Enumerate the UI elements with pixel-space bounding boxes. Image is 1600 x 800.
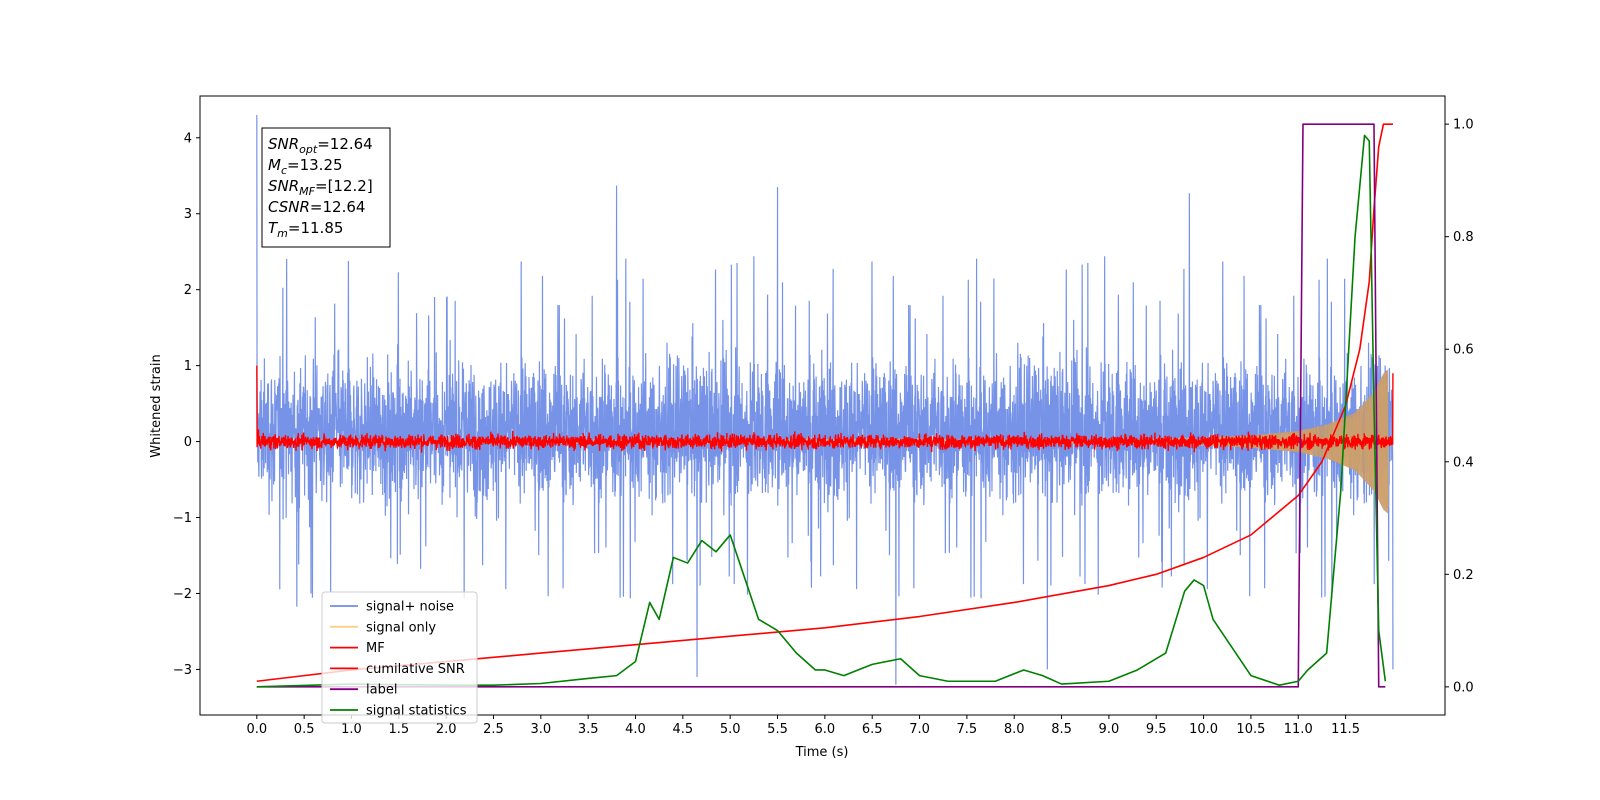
x-tick-label: 2.0 <box>436 722 457 737</box>
annotation-line: CSNR=12.64 <box>268 198 365 216</box>
legend-label: signal only <box>366 620 436 635</box>
annotation-line: SNRMF=[12.2] <box>268 177 373 198</box>
x-tick-label: 10.0 <box>1189 722 1218 737</box>
y2-tick-label: 1.0 <box>1453 118 1474 133</box>
x-tick-label: 0.5 <box>294 722 315 737</box>
x-tick-label: 4.0 <box>625 722 646 737</box>
x-tick-label: 6.0 <box>815 722 836 737</box>
x-tick-label: 4.5 <box>673 722 694 737</box>
y2-tick-label: 0.6 <box>1453 343 1474 358</box>
x-tick-label: 5.5 <box>767 722 788 737</box>
y-axis-right: 1.0 0.8 0.6 0.4 0.2 0.0 <box>1445 118 1474 695</box>
y-axis-label: Whitened strain <box>149 354 164 457</box>
x-tick-label: 7.5 <box>957 722 978 737</box>
x-tick-label: 1.0 <box>341 722 362 737</box>
x-tick-label: 7.0 <box>909 722 930 737</box>
annotation-box: SNRopt=12.64Mc=13.25SNRMF=[12.2]CSNR=12.… <box>261 127 391 248</box>
legend-label: cumilative SNR <box>366 662 465 677</box>
y-tick-label: 3 <box>184 207 192 222</box>
x-tick-label: 0.0 <box>246 722 267 737</box>
series-signal-statistics <box>256 134 1387 688</box>
series-mf <box>256 365 1394 453</box>
x-axis: 0.0 0.5 1.0 1.5 2.0 2.5 3.0 3.5 4.0 4.5 5.0 5.5 6.0 6… <box>246 715 1360 737</box>
x-tick-label: 8.0 <box>1004 722 1025 737</box>
series-label <box>256 123 1386 688</box>
y-tick-label: 2 <box>184 283 192 298</box>
y-axis-left: 4 3 2 1 0 −1 −2 −3 <box>173 131 200 678</box>
x-tick-label: 11.5 <box>1331 722 1360 737</box>
annotation-line: Tm=11.85 <box>268 219 343 240</box>
series-signal-noise <box>256 114 1394 685</box>
x-tick-label: 9.0 <box>1099 722 1120 737</box>
y-tick-label: 4 <box>184 131 192 146</box>
y2-tick-label: 0.4 <box>1453 455 1474 470</box>
y-tick-label: −1 <box>173 511 192 526</box>
x-tick-label: 8.5 <box>1051 722 1072 737</box>
series-layer <box>256 114 1394 688</box>
plot-frame <box>199 95 1446 716</box>
y-tick-label: −2 <box>173 587 192 602</box>
legend: signal+ noise signal only MF cumilative SNR… <box>321 591 478 724</box>
annotation-line: Mc=13.25 <box>268 156 343 177</box>
x-tick-label: 3.5 <box>578 722 599 737</box>
y-tick-label: −3 <box>173 663 192 678</box>
x-tick-label: 11.0 <box>1284 722 1313 737</box>
x-axis-label: Time (s) <box>795 745 849 760</box>
annotation-line: SNRopt=12.64 <box>268 135 373 156</box>
legend-label: MF <box>366 641 385 656</box>
x-tick-label: 3.0 <box>530 722 551 737</box>
y-tick-label: 1 <box>184 359 192 374</box>
legend-label: signal+ noise <box>366 600 454 615</box>
x-tick-label: 9.5 <box>1146 722 1167 737</box>
y2-tick-label: 0.0 <box>1453 680 1474 695</box>
y2-tick-label: 0.2 <box>1453 568 1474 583</box>
legend-label: signal statistics <box>366 704 467 719</box>
x-tick-label: 6.5 <box>862 722 883 737</box>
x-tick-label: 10.5 <box>1236 722 1265 737</box>
x-tick-label: 2.5 <box>483 722 504 737</box>
y2-tick-label: 0.8 <box>1453 230 1474 245</box>
x-tick-label: 5.0 <box>720 722 741 737</box>
legend-label: label <box>366 683 397 698</box>
y-tick-label: 0 <box>184 435 192 450</box>
x-tick-label: 1.5 <box>388 722 409 737</box>
